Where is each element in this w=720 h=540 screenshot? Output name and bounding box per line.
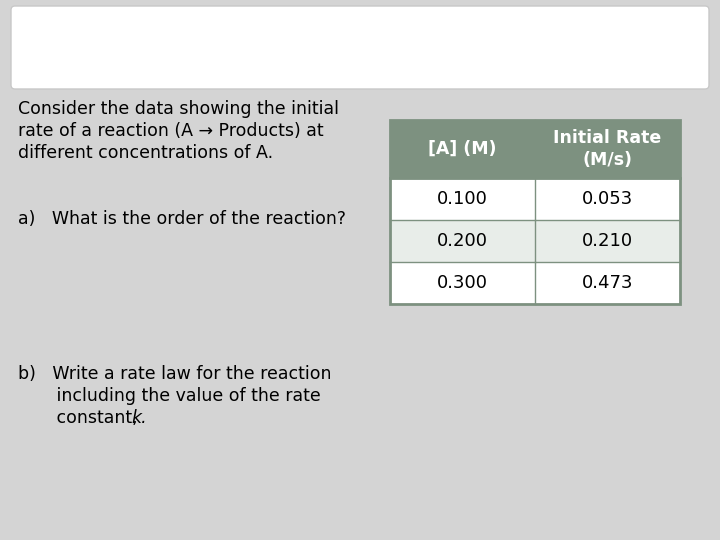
- Text: 0.473: 0.473: [582, 274, 634, 292]
- Text: 0.053: 0.053: [582, 190, 633, 208]
- Text: a)   What is the order of the reaction?: a) What is the order of the reaction?: [18, 210, 346, 228]
- Bar: [390, 178, 680, 220]
- Bar: [390, 262, 680, 304]
- Text: Consider the data showing the initial: Consider the data showing the initial: [18, 100, 339, 118]
- Text: k.: k.: [132, 409, 148, 427]
- Bar: [390, 220, 680, 262]
- Text: 0.100: 0.100: [437, 190, 488, 208]
- Text: 0.210: 0.210: [582, 232, 633, 250]
- Text: Initial Rate
(M/s): Initial Rate (M/s): [554, 129, 662, 169]
- Text: [A] (M): [A] (M): [428, 140, 497, 158]
- Text: including the value of the rate: including the value of the rate: [18, 387, 320, 405]
- Bar: [390, 120, 680, 304]
- Text: 0.300: 0.300: [437, 274, 488, 292]
- Text: different concentrations of A.: different concentrations of A.: [18, 144, 273, 162]
- FancyBboxPatch shape: [11, 6, 709, 89]
- Text: rate of a reaction (A → Products) at: rate of a reaction (A → Products) at: [18, 122, 323, 140]
- Text: constant,: constant,: [18, 409, 143, 427]
- Text: b)   Write a rate law for the reaction: b) Write a rate law for the reaction: [18, 365, 331, 383]
- Bar: [390, 120, 680, 178]
- Text: 0.200: 0.200: [437, 232, 488, 250]
